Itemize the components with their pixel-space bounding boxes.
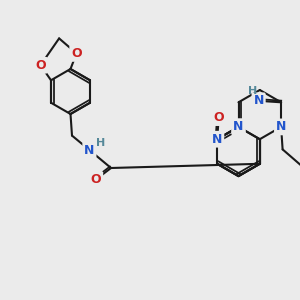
Text: H: H [248, 86, 257, 96]
Text: H: H [96, 138, 105, 148]
Text: N: N [276, 120, 286, 134]
Text: O: O [71, 47, 82, 60]
Text: O: O [91, 173, 101, 186]
Text: N: N [84, 143, 94, 157]
Text: O: O [213, 111, 224, 124]
Text: N: N [254, 94, 264, 107]
Text: N: N [212, 133, 222, 146]
Text: O: O [35, 59, 46, 72]
Text: N: N [233, 120, 244, 134]
Text: N: N [233, 120, 244, 134]
